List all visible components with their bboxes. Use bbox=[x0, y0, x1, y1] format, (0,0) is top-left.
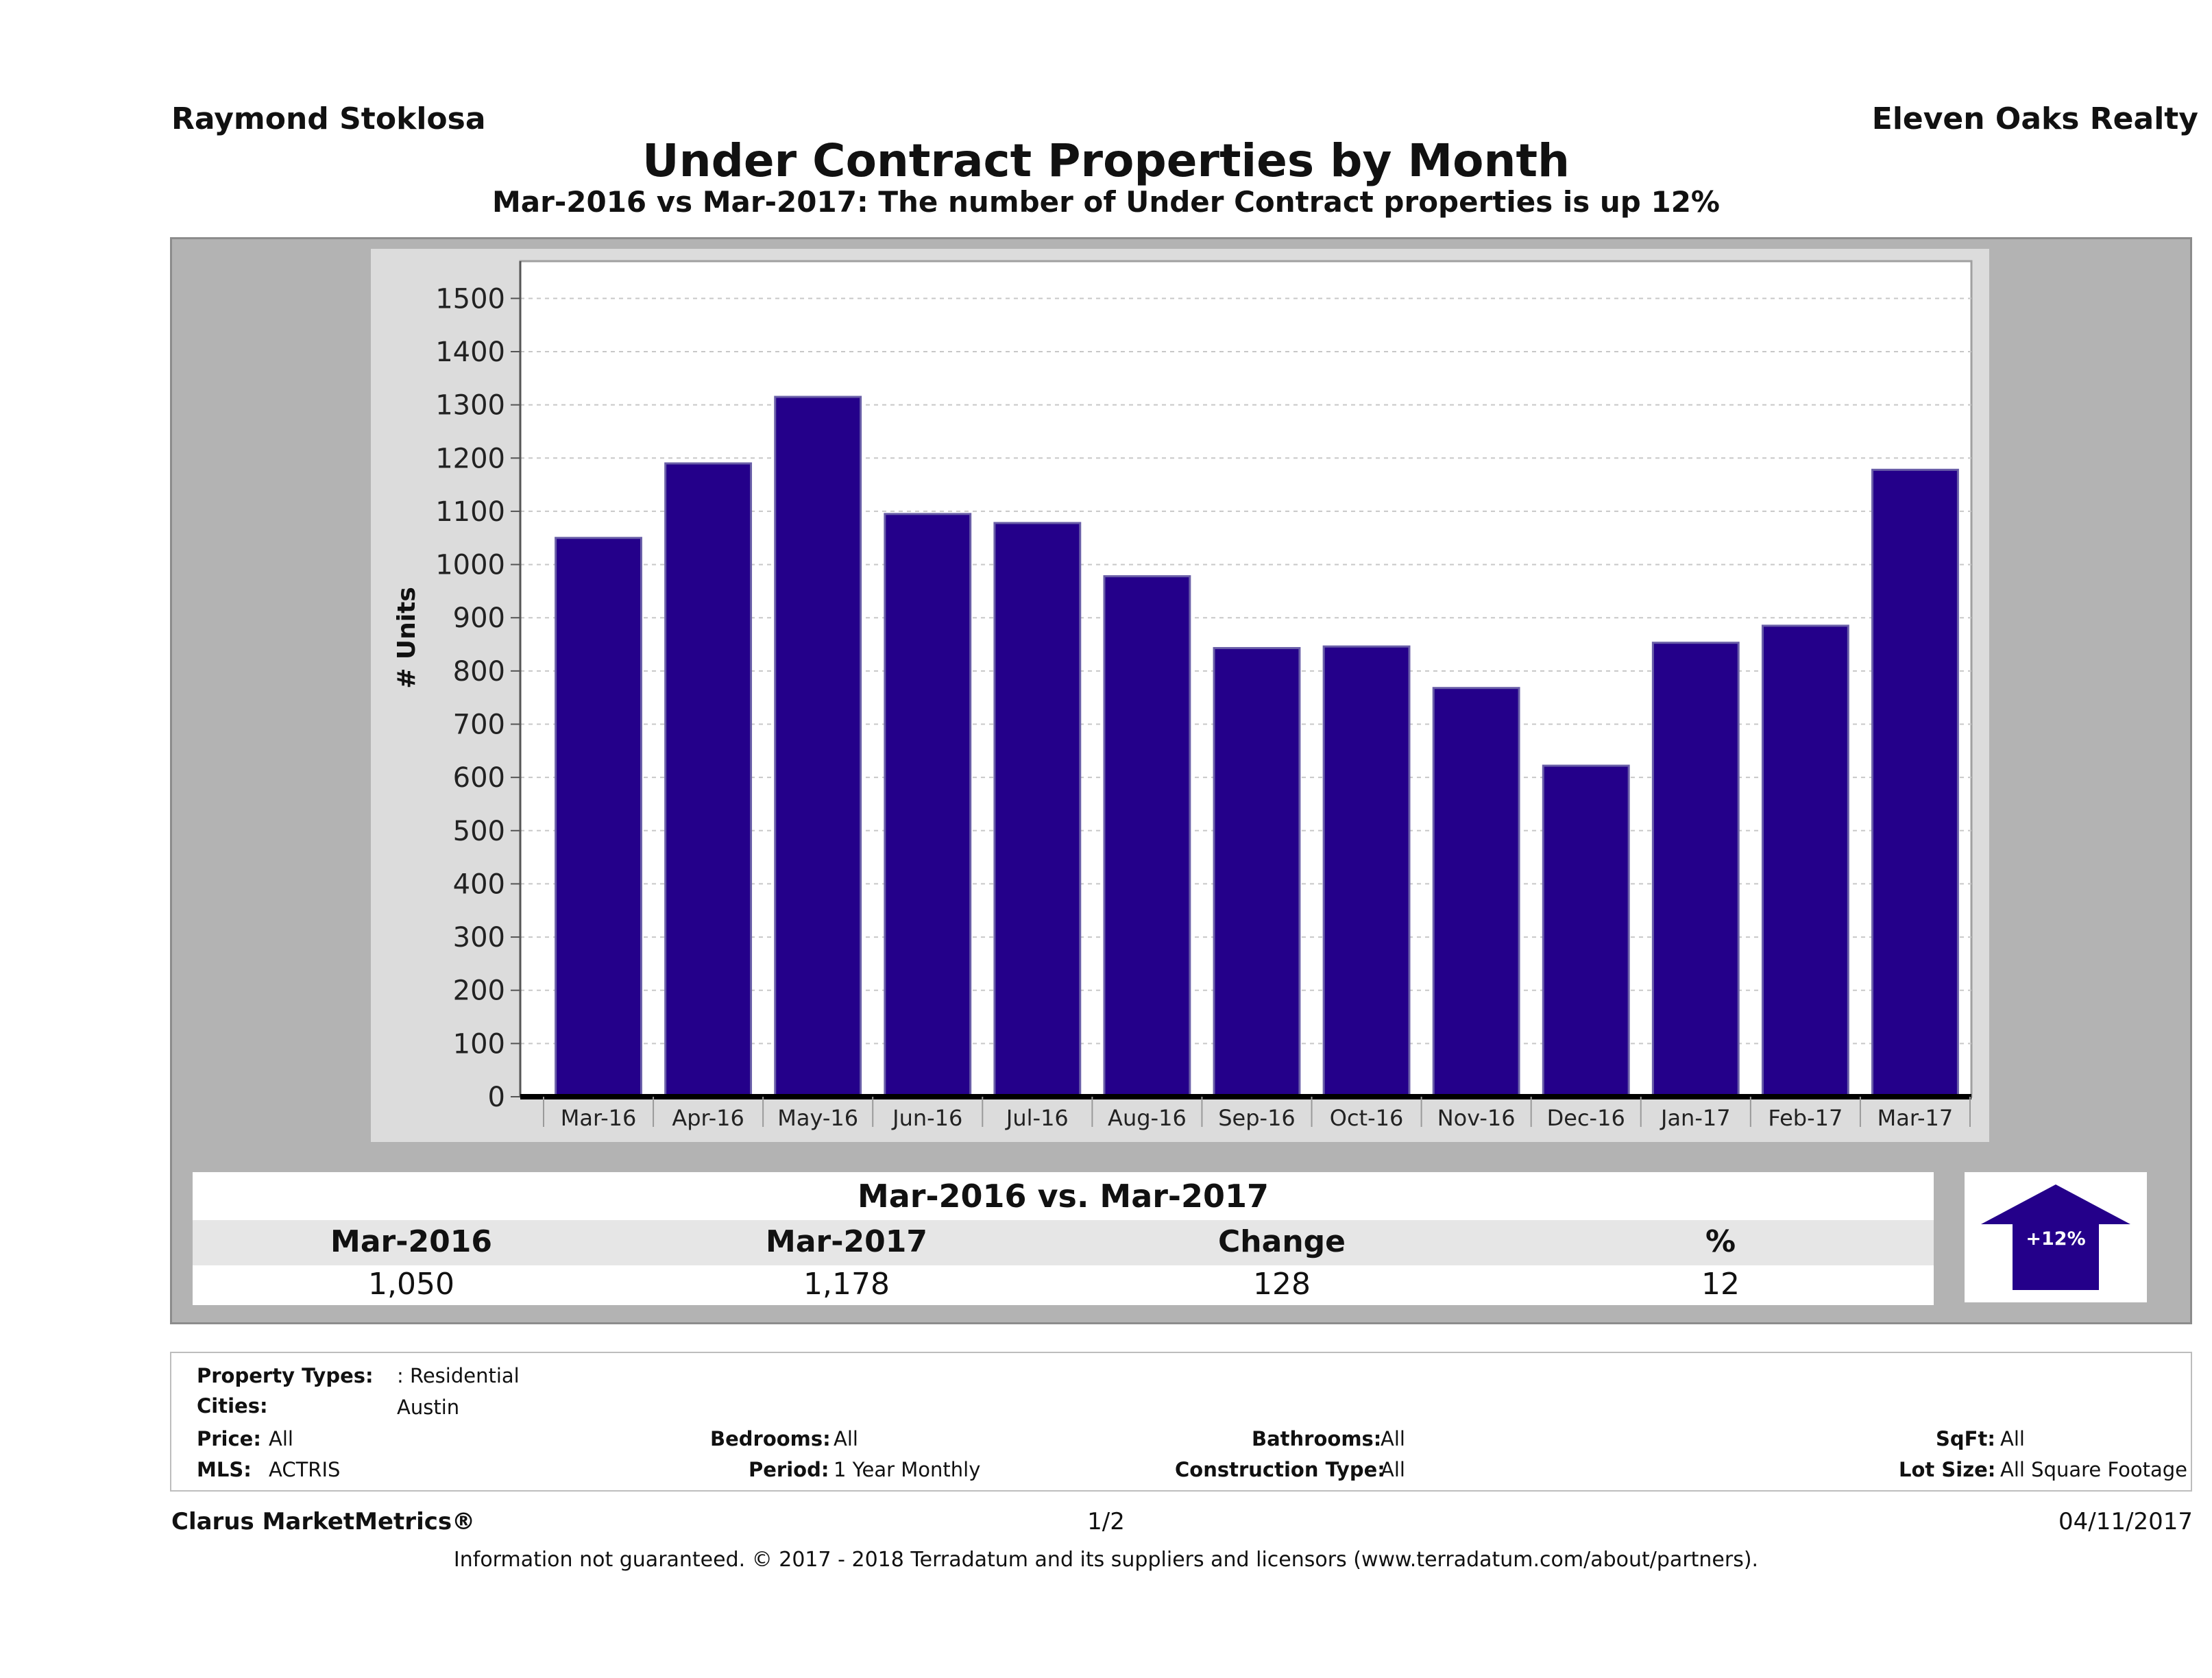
bar bbox=[1542, 764, 1630, 1098]
y-tick-label: 900 bbox=[453, 603, 505, 634]
summary-value-change: 128 bbox=[1253, 1267, 1311, 1302]
bar bbox=[1651, 642, 1740, 1098]
y-tick-label: 1200 bbox=[435, 443, 505, 474]
chart-subtitle: Mar-2016 vs Mar-2017: The number of Unde… bbox=[491, 185, 1721, 219]
bar bbox=[1213, 646, 1301, 1098]
bar-chart: 0 100 200 300 400 500 600 700 800 900 1000 1100 1200… bbox=[393, 260, 1973, 1131]
badge-text: +12% bbox=[2026, 1228, 2085, 1250]
bar bbox=[774, 396, 862, 1098]
x-tick-label: Oct-16 bbox=[1330, 1105, 1404, 1131]
summary-value-percent: 12 bbox=[1701, 1267, 1740, 1302]
y-tick-label: 1400 bbox=[435, 337, 505, 368]
y-tick-label: 400 bbox=[453, 868, 505, 900]
bathrooms-label: Bathrooms: bbox=[1252, 1427, 1382, 1450]
x-tick-label: Apr-16 bbox=[672, 1105, 744, 1131]
x-tick-label: Mar-17 bbox=[1877, 1105, 1954, 1131]
summary-value-end: 1,178 bbox=[803, 1267, 890, 1302]
y-tick-label: 800 bbox=[453, 656, 505, 688]
bar bbox=[1871, 468, 1959, 1098]
x-tick-label: May-16 bbox=[777, 1105, 858, 1131]
x-tick-label: Jan-17 bbox=[1660, 1105, 1731, 1131]
bedrooms-value: All bbox=[834, 1427, 858, 1450]
y-tick-label: 500 bbox=[453, 816, 505, 847]
cities-value: Austin bbox=[397, 1396, 460, 1419]
search-criteria-box bbox=[170, 1352, 2192, 1492]
construction-type-value: All bbox=[1381, 1458, 1405, 1481]
lot-size-label: Lot Size: bbox=[1899, 1458, 1996, 1481]
agent-name: Raymond Stoklosa bbox=[171, 101, 486, 136]
page-number: 1/2 bbox=[1087, 1508, 1125, 1535]
x-tick-label: Mar-16 bbox=[561, 1105, 637, 1131]
y-tick-label: 1500 bbox=[435, 283, 505, 315]
summary-value-start: 1,050 bbox=[368, 1267, 454, 1302]
footer-brand: Clarus MarketMetrics® bbox=[171, 1508, 476, 1535]
mls-label: MLS: bbox=[197, 1458, 252, 1481]
summary-label-end: Mar-2017 bbox=[766, 1224, 927, 1259]
y-tick-label: 1300 bbox=[435, 390, 505, 422]
bathrooms-value: All bbox=[1381, 1427, 1405, 1450]
bar bbox=[1761, 624, 1849, 1098]
bedrooms-label: Bedrooms: bbox=[710, 1427, 831, 1450]
x-tick-label: Feb-17 bbox=[1768, 1105, 1843, 1131]
summary-label-start: Mar-2016 bbox=[330, 1224, 492, 1259]
y-tick-label: 200 bbox=[453, 975, 505, 1007]
y-tick-label: 700 bbox=[453, 709, 505, 740]
y-tick-label: 0 bbox=[488, 1082, 505, 1113]
report-date: 04/11/2017 bbox=[2058, 1508, 2193, 1535]
x-tick-label: Nov-16 bbox=[1437, 1105, 1516, 1131]
bar bbox=[884, 513, 972, 1098]
change-badge: +12% bbox=[1965, 1172, 2147, 1302]
bar bbox=[555, 537, 642, 1098]
price-label: Price: bbox=[197, 1427, 261, 1450]
x-tick-label: Sep-16 bbox=[1218, 1105, 1296, 1131]
bar bbox=[1322, 645, 1411, 1098]
y-tick-label: 1000 bbox=[435, 550, 505, 581]
y-tick-label: 1100 bbox=[435, 496, 505, 528]
bar bbox=[1432, 687, 1520, 1098]
cities-label: Cities: bbox=[197, 1394, 268, 1418]
summary-heading: Mar-2016 vs. Mar-2017 bbox=[193, 1172, 1934, 1220]
period-label: Period: bbox=[749, 1458, 829, 1481]
y-tick-label: 300 bbox=[453, 922, 505, 953]
sqft-label: SqFt: bbox=[1936, 1427, 1995, 1450]
chart-title: Under Contract Properties by Month bbox=[642, 134, 1570, 187]
bar bbox=[1103, 575, 1191, 1098]
y-tick-label: 100 bbox=[453, 1028, 505, 1060]
lot-size-value: All Square Footage bbox=[2000, 1458, 2188, 1481]
y-tick-label: 600 bbox=[453, 762, 505, 794]
x-tick-label: Jun-16 bbox=[891, 1105, 962, 1131]
brokerage-name: Eleven Oaks Realty bbox=[1871, 101, 2198, 136]
summary-label-percent: % bbox=[1705, 1224, 1736, 1259]
y-axis-label: # Units bbox=[393, 587, 421, 689]
x-tick-label: Aug-16 bbox=[1108, 1105, 1187, 1131]
mls-value: ACTRIS bbox=[269, 1458, 341, 1481]
period-value: 1 Year Monthly bbox=[834, 1458, 981, 1481]
x-tick-label: Jul-16 bbox=[1005, 1105, 1069, 1131]
price-value: All bbox=[269, 1427, 293, 1450]
bar bbox=[993, 522, 1082, 1098]
sqft-value: All bbox=[2000, 1427, 2025, 1450]
x-tick-label: Dec-16 bbox=[1547, 1105, 1625, 1131]
property-types-label: Property Types: bbox=[197, 1364, 374, 1387]
arrow-shape bbox=[1981, 1184, 2130, 1290]
property-types-value: : Residential bbox=[397, 1364, 520, 1387]
summary-label-change: Change bbox=[1218, 1224, 1346, 1259]
up-arrow-icon: +12% bbox=[1981, 1184, 2130, 1290]
summary-value-row bbox=[193, 1265, 1934, 1305]
construction-type-label: Construction Type: bbox=[1175, 1458, 1385, 1481]
bar bbox=[664, 462, 753, 1098]
disclaimer: Information not guaranteed. © 2017 - 201… bbox=[453, 1548, 1759, 1572]
